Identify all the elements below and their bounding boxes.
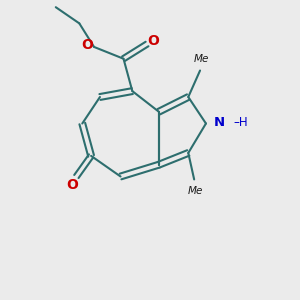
Text: –H: –H [233,116,248,128]
Text: O: O [148,34,160,48]
Text: O: O [81,38,93,52]
Text: Me: Me [194,54,209,64]
Text: N: N [213,116,224,128]
Text: Me: Me [188,186,203,196]
Text: O: O [66,178,78,192]
